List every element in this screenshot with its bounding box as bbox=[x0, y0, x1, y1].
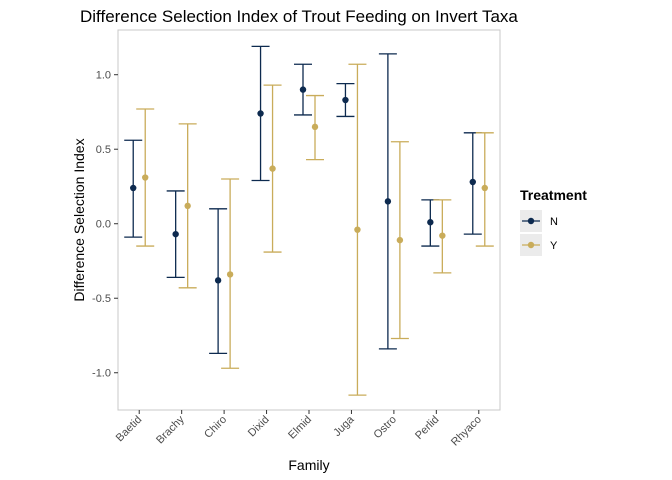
data-point bbox=[342, 96, 349, 104]
data-point bbox=[142, 174, 149, 181]
x-tick-label: Baetid bbox=[114, 414, 145, 445]
chart-title: Difference Selection Index of Trout Feed… bbox=[80, 7, 518, 26]
series-Y bbox=[136, 63, 494, 396]
x-tick-label: Elmid bbox=[286, 414, 314, 442]
y-tick-label: 0.5 bbox=[96, 144, 111, 156]
series-N bbox=[124, 45, 482, 355]
y-tick-label: -1.0 bbox=[92, 368, 111, 380]
x-tick-label: Juga bbox=[331, 413, 357, 439]
y-tick-label: -0.5 bbox=[92, 293, 111, 305]
data-point bbox=[384, 198, 392, 205]
data-point bbox=[257, 110, 264, 117]
legend: Treatment NY bbox=[520, 187, 587, 256]
x-axis-title: Family bbox=[288, 457, 329, 473]
data-point bbox=[184, 202, 191, 210]
x-tick-label: Brachy bbox=[154, 413, 187, 446]
y-tick-label: 1.0 bbox=[96, 70, 111, 82]
x-tick-label: Ostro bbox=[371, 414, 399, 442]
data-point bbox=[299, 86, 307, 93]
data-point bbox=[427, 219, 434, 226]
x-tick-label: Chiro bbox=[202, 414, 229, 441]
data-point bbox=[354, 226, 361, 233]
y-axis-title: Difference Selection Index bbox=[71, 138, 87, 301]
data-point bbox=[130, 184, 137, 192]
y-axis: -1.0 -0.5 0.0 0.5 1.0 bbox=[92, 70, 118, 380]
data-point bbox=[214, 277, 222, 284]
y-tick-label: 0.0 bbox=[96, 219, 111, 231]
data-point bbox=[469, 178, 476, 186]
plot-panel bbox=[117, 29, 501, 411]
data-point bbox=[439, 232, 446, 239]
data-point bbox=[226, 271, 234, 278]
legend-key-point bbox=[527, 241, 535, 249]
x-tick-label: Rhyaco bbox=[449, 414, 484, 449]
x-tick-label: Dixid bbox=[246, 414, 272, 440]
data-point bbox=[269, 165, 276, 172]
legend-key-point bbox=[527, 217, 535, 225]
legend-title: Treatment bbox=[520, 187, 587, 203]
x-axis: Baetid Brachy Chiro Dixid Elmid Juga Ostro Perl… bbox=[114, 410, 484, 448]
x-tick-label: Perlid bbox=[413, 414, 441, 442]
legend-label: Y bbox=[550, 240, 558, 252]
legend-label: N bbox=[550, 216, 558, 228]
data-point bbox=[172, 230, 179, 238]
data-marks bbox=[124, 45, 494, 396]
data-point bbox=[311, 123, 319, 131]
data-point bbox=[396, 236, 404, 244]
data-point bbox=[481, 184, 488, 192]
